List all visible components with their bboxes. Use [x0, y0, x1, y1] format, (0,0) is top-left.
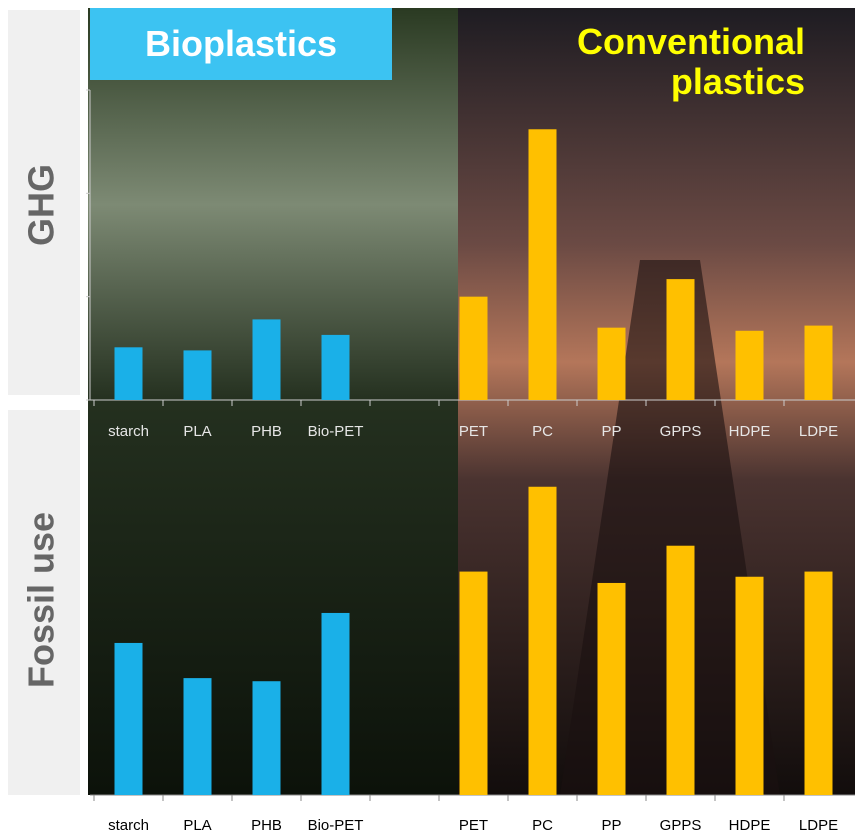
- bar: [528, 486, 557, 795]
- bar: [183, 350, 212, 400]
- x-tick-label: HDPE: [729, 423, 771, 440]
- x-tick-label: PP: [601, 423, 621, 440]
- x-tick-label: Bio-PET: [308, 817, 364, 834]
- background-photo: [88, 8, 458, 795]
- bar: [528, 129, 557, 400]
- x-tick-label: PLA: [183, 817, 211, 834]
- x-tick-label: PET: [459, 817, 488, 834]
- x-tick-label: PP: [601, 817, 621, 834]
- bar: [252, 681, 281, 795]
- x-tick-label: PC: [532, 817, 553, 834]
- bar: [666, 279, 695, 400]
- row-label-box: [8, 410, 80, 795]
- x-tick-label: GPPS: [660, 817, 702, 834]
- bar: [321, 612, 350, 795]
- x-tick-label: HDPE: [729, 817, 771, 834]
- x-tick-label: starch: [108, 423, 149, 440]
- bar: [321, 334, 350, 400]
- x-tick-label: starch: [108, 817, 149, 834]
- bar: [666, 545, 695, 795]
- x-tick-label: PHB: [251, 423, 282, 440]
- x-tick-label: Bio-PET: [308, 423, 364, 440]
- group-header: Conventional plastics: [576, 21, 805, 102]
- bar: [183, 678, 212, 795]
- x-tick-label: GPPS: [660, 423, 702, 440]
- group-header: Bioplastics: [90, 8, 392, 80]
- bar: [459, 296, 488, 400]
- x-tick-label: PLA: [183, 423, 211, 440]
- bar: [252, 319, 281, 400]
- x-tick-label: LDPE: [799, 423, 838, 440]
- row-title: GHG: [21, 164, 62, 246]
- x-tick-label: LDPE: [799, 817, 838, 834]
- bar: [114, 347, 143, 400]
- row-title: Fossil use: [21, 512, 62, 688]
- x-tick-label: PET: [459, 423, 488, 440]
- bar: [114, 642, 143, 795]
- bar: [735, 576, 764, 795]
- bar: [597, 327, 626, 400]
- bar: [735, 330, 764, 400]
- bar: [804, 571, 833, 795]
- bar: [459, 571, 488, 795]
- bar: [597, 582, 626, 795]
- row-label-box: [8, 10, 80, 395]
- x-tick-label: PHB: [251, 817, 282, 834]
- x-tick-label: PC: [532, 423, 553, 440]
- bar: [804, 325, 833, 400]
